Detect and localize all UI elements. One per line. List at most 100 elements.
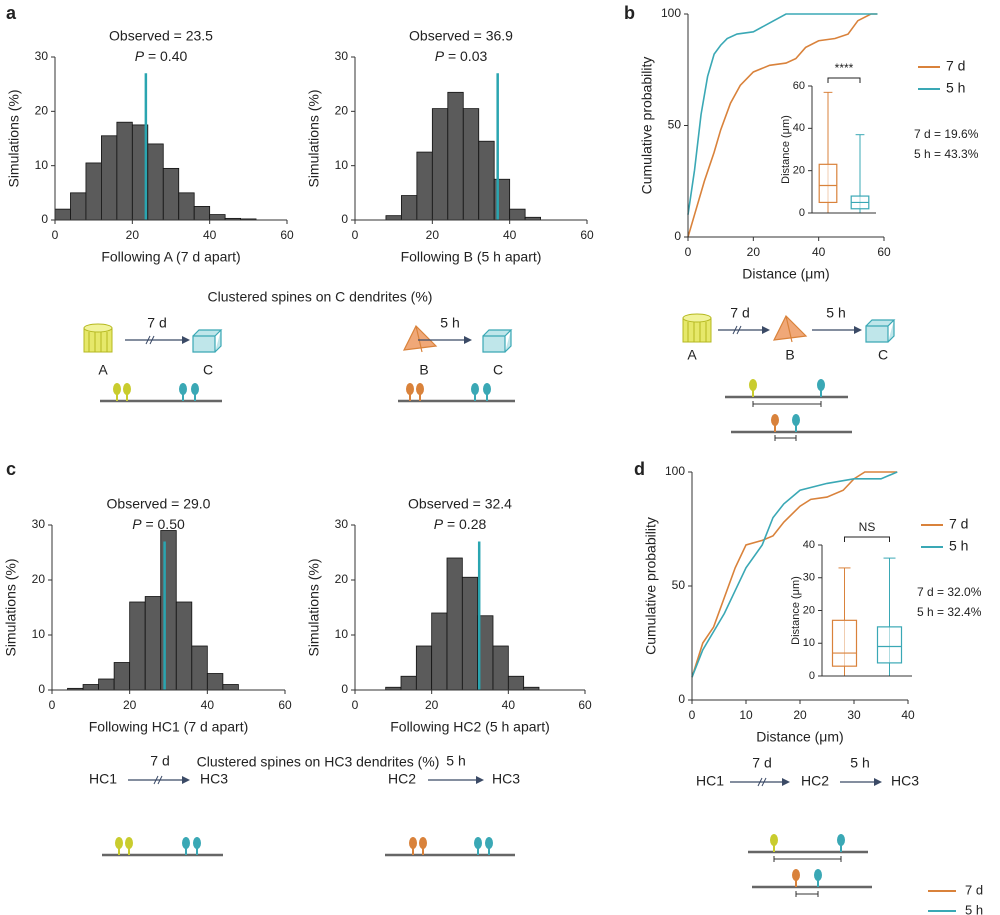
p-value: = 0.03 [448,48,488,64]
node-label: HC3 [200,771,228,787]
y-tick-label: 40 [793,122,805,134]
annotation: 7 d = 19.6% [914,127,979,141]
histogram-bar [385,215,402,221]
histogram-bar [82,684,99,691]
spine-head [406,383,414,395]
y-axis-label: Simulations (%) [3,558,19,656]
y-tick-label: 0 [799,207,805,219]
x-tick-label: 20 [747,245,761,259]
y-tick-label: 60 [793,80,805,92]
x-tick-label: 40 [502,698,516,712]
panel-letter: d [634,459,645,479]
histogram-bar [447,91,464,221]
arrow-head [782,778,790,786]
histogram-bar [507,675,525,691]
p-symbol: P [435,48,445,64]
x-tick-label: 10 [739,708,753,722]
y-tick-label: 30 [803,572,815,584]
x-tick-label: 0 [52,228,59,242]
y-tick-label: 30 [335,517,349,531]
y-tick-label: 0 [809,670,815,682]
p-symbol: P [434,516,444,532]
histogram-bar [175,601,193,691]
significance-bracket [844,536,890,542]
x-axis-label: Following HC2 (5 h apart) [390,719,550,735]
spine-head [191,383,199,395]
cylinder-top [83,323,113,333]
box [831,619,858,667]
y-axis-label: Simulations (%) [306,89,322,187]
spine-head [814,869,822,881]
y-tick-label: 0 [674,229,681,243]
arrow-head [762,326,770,334]
histogram-bar [85,162,102,221]
legend-label: 5 h [946,80,965,96]
break-mark [757,777,767,787]
x-tick-label: 0 [685,245,692,259]
x-tick-label: 40 [201,698,215,712]
y-tick-label: 0 [678,692,685,706]
pyramid-icon [772,314,808,343]
y-tick-label: 100 [661,6,681,20]
x-axis-label: Distance (μm) [742,266,829,282]
node-label: B [419,362,428,378]
y-tick-label: 30 [32,517,46,531]
arrow-head [182,336,190,344]
y-axis-label: Simulations (%) [6,89,22,187]
histogram-bar [54,208,71,221]
histogram-bar [113,662,131,691]
x-axis-label: Following A (7 d apart) [101,249,240,265]
legend-label: 5 h [965,902,983,915]
node-label: C [203,362,213,378]
box [876,626,903,664]
spine-head [123,383,131,395]
node-label: HC1 [89,771,117,787]
arrow-head [874,778,882,786]
histogram-bar [70,192,87,221]
y-tick-label: 50 [668,118,682,132]
y-tick-label: 40 [803,539,815,551]
spine-head [749,379,757,391]
node-label: HC3 [891,773,919,789]
x-axis-label: Distance (μm) [756,729,843,745]
histogram-bar [492,645,509,691]
interval-label: 5 h [850,755,869,771]
break-mark [145,335,155,345]
node-label: HC2 [388,771,416,787]
y-tick-label: 20 [335,572,349,586]
x-tick-label: 40 [901,708,915,722]
histogram-bar [431,108,449,221]
x-tick-label: 40 [503,228,517,242]
y-tick-label: 0 [341,682,348,696]
legend-label: 7 d [965,882,983,897]
histogram-bar [144,596,162,691]
shared-x-label: Clustered spines on C dendrites (%) [208,289,433,305]
x-tick-label: 20 [426,228,440,242]
observed-label: Observed = 29.0 [107,496,211,512]
p-symbol: P [135,48,145,64]
pyramid-icon [402,324,438,353]
x-tick-label: 20 [793,708,807,722]
cube-icon [192,329,223,353]
x-tick-label: 40 [812,245,826,259]
spine-head [179,383,187,395]
observed-label: Observed = 36.9 [409,28,513,44]
x-tick-label: 60 [877,245,891,259]
significance-label: **** [835,61,854,75]
histogram-bar [478,140,495,221]
x-tick-label: 0 [49,698,56,712]
node-label: A [687,347,697,363]
significance-bracket [827,77,861,83]
y-tick-label: 100 [665,464,685,478]
annotation: 7 d = 32.0% [917,585,982,599]
x-tick-label: 20 [123,698,137,712]
distance-bracket [752,401,822,407]
legend-label: 7 d [949,516,968,532]
p-value-label: P = 0.28 [434,516,487,532]
observed-label: Observed = 32.4 [408,496,512,512]
node-label: HC1 [696,773,724,789]
panel-letter: a [6,3,17,23]
node-label: B [785,347,794,363]
cube-icon [865,319,896,343]
